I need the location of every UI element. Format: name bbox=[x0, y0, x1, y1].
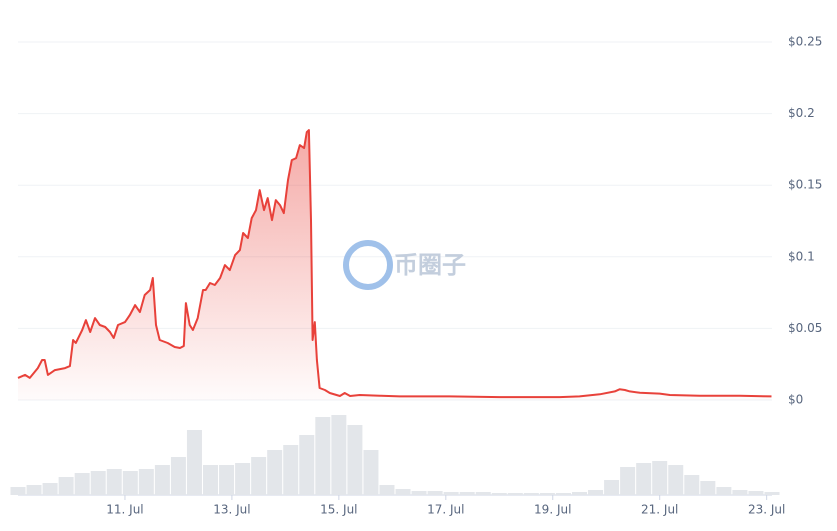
volume-bar bbox=[732, 490, 748, 495]
y-tick-label: $0.2 bbox=[788, 106, 815, 120]
volume-bar bbox=[219, 465, 235, 495]
volume-bar bbox=[620, 467, 636, 495]
volume-bar bbox=[571, 492, 587, 495]
volume-bar bbox=[58, 477, 74, 495]
volume-bar bbox=[395, 489, 411, 495]
volume-bar bbox=[235, 463, 251, 495]
volume-bar bbox=[74, 473, 90, 495]
y-tick-label: $0.15 bbox=[788, 178, 822, 192]
volume-bar bbox=[10, 487, 26, 495]
volume-bar bbox=[604, 480, 620, 495]
volume-bar bbox=[251, 457, 267, 495]
volume-bar bbox=[267, 450, 283, 495]
volume-bar bbox=[555, 493, 571, 495]
volume-bar bbox=[154, 465, 170, 495]
volume-bar bbox=[315, 417, 331, 495]
plot bbox=[17, 129, 772, 400]
volume-bar bbox=[203, 465, 219, 495]
x-tick-label: 11. Jul bbox=[106, 503, 143, 517]
x-tick-label: 17. Jul bbox=[427, 503, 464, 517]
volume-bar bbox=[748, 491, 764, 495]
volume-bar bbox=[716, 487, 732, 495]
volume-bar bbox=[427, 491, 443, 495]
price-area bbox=[18, 130, 772, 400]
volume-bar bbox=[26, 485, 42, 495]
grid: $0 $0.05 $0.1 $0.15 $0.2 $0.25 11. Jul 13. Jul 1… bbox=[18, 35, 822, 517]
volume-bar bbox=[90, 471, 106, 495]
y-tick-label: $0.1 bbox=[788, 249, 815, 263]
volume-bar bbox=[443, 492, 459, 495]
price-line bbox=[17, 129, 772, 399]
y-tick-label: $0.25 bbox=[788, 35, 822, 49]
volume-bar bbox=[42, 483, 58, 495]
x-tick-label: 23. Jul bbox=[748, 503, 785, 517]
volume-bar bbox=[379, 485, 395, 495]
volume-bar bbox=[106, 469, 122, 495]
watermark-logo bbox=[343, 240, 393, 290]
x-tick-label: 19. Jul bbox=[534, 503, 571, 517]
watermark-text: 币圈子 bbox=[394, 251, 466, 279]
volume-bar bbox=[331, 415, 347, 495]
x-tick-label: 15. Jul bbox=[320, 503, 357, 517]
volume-bar bbox=[299, 435, 315, 495]
x-tick-label: 13. Jul bbox=[213, 503, 250, 517]
volume-bar bbox=[700, 481, 716, 495]
volume-bar bbox=[684, 475, 700, 495]
volume-bar bbox=[491, 493, 507, 495]
volume-bar bbox=[459, 492, 475, 495]
volume-bar bbox=[186, 430, 202, 495]
volume-bar bbox=[652, 461, 668, 495]
volume-bar bbox=[668, 465, 684, 495]
volume-bar bbox=[588, 490, 604, 495]
watermark: 币圈子 bbox=[343, 240, 466, 290]
volume-bar bbox=[411, 491, 427, 495]
volume-bars bbox=[10, 415, 780, 495]
y-tick-label: $0 bbox=[788, 393, 803, 407]
volume-bar bbox=[636, 463, 652, 495]
volume-bar bbox=[170, 457, 186, 495]
volume-bar bbox=[347, 425, 363, 495]
volume-bar bbox=[764, 492, 780, 495]
y-tick-label: $0.05 bbox=[788, 321, 822, 335]
x-tick-label: 21. Jul bbox=[641, 503, 678, 517]
volume-bar bbox=[523, 493, 539, 495]
volume-bar bbox=[283, 445, 299, 495]
volume-bar bbox=[475, 492, 491, 495]
volume-bar bbox=[363, 450, 379, 495]
volume-bar bbox=[539, 493, 555, 495]
volume-bar bbox=[122, 471, 138, 495]
volume-bar bbox=[507, 493, 523, 495]
volume-bar bbox=[138, 469, 154, 495]
